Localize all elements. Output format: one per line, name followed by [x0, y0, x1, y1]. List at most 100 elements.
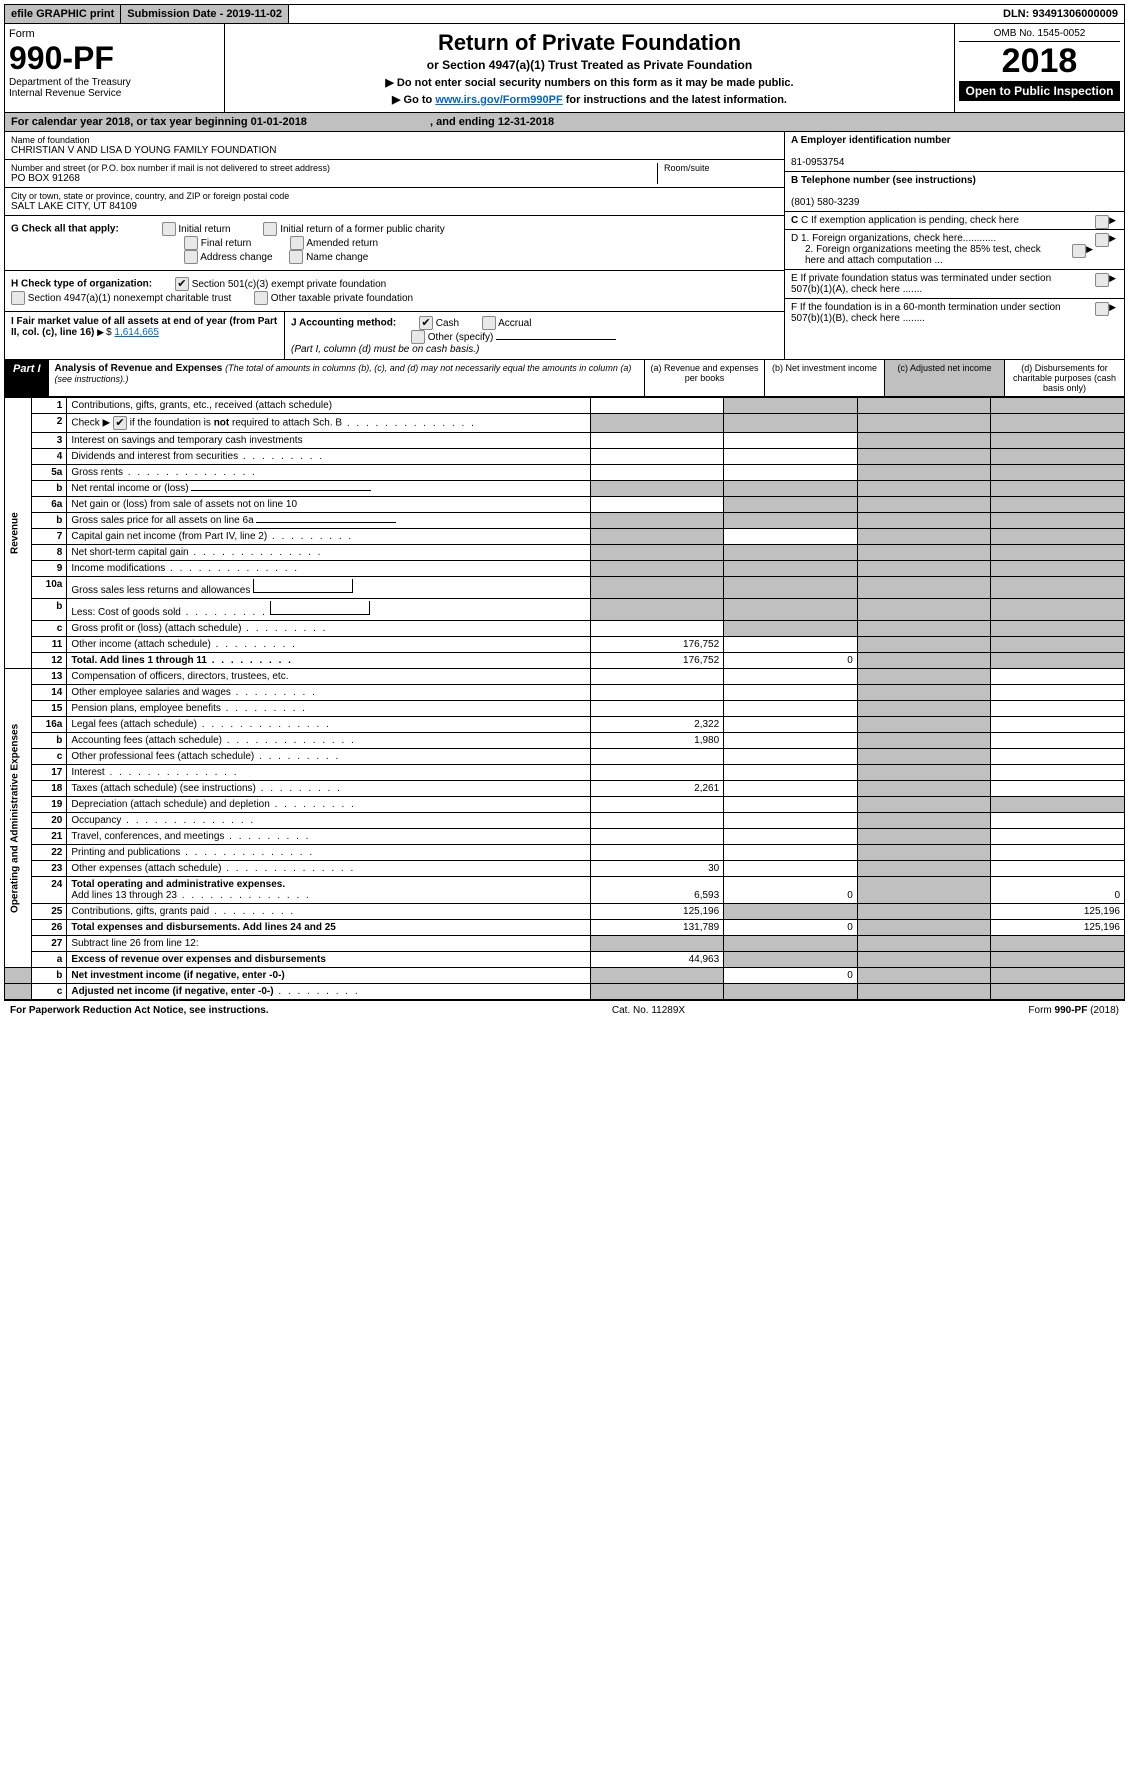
table-row: 7Capital gain net income (from Part IV, … [5, 529, 1125, 545]
analysis-table: Revenue 1Contributions, gifts, grants, e… [4, 397, 1125, 1000]
form-number: 990-PF [9, 40, 220, 77]
entity-info: Name of foundation CHRISTIAN V AND LISA … [4, 132, 1125, 360]
form-990pf-page: efile GRAPHIC print Submission Date - 20… [0, 0, 1129, 1024]
table-row: cOther professional fees (attach schedul… [5, 749, 1125, 765]
initial-former-checkbox[interactable] [263, 222, 277, 236]
foreign-org-checkbox[interactable] [1095, 233, 1109, 247]
cash-checkbox[interactable] [419, 316, 433, 330]
tel-cell: B Telephone number (see instructions) (8… [785, 172, 1124, 212]
exemption-pending-checkbox[interactable] [1095, 215, 1109, 229]
section-f: F If the foundation is in a 60-month ter… [785, 299, 1124, 327]
year-block: OMB No. 1545-0052 2018 Open to Public In… [954, 24, 1124, 112]
table-row: 10aGross sales less returns and allowanc… [5, 577, 1125, 599]
table-row: 18Taxes (attach schedule) (see instructi… [5, 781, 1125, 797]
table-row: 20Occupancy [5, 813, 1125, 829]
table-row: 16aLegal fees (attach schedule)2,322 [5, 717, 1125, 733]
table-row: 2Check ▶ if the foundation is not requir… [5, 414, 1125, 433]
paperwork-notice: For Paperwork Reduction Act Notice, see … [10, 1005, 269, 1016]
catalog-number: Cat. No. 11289X [612, 1005, 685, 1016]
501c3-checkbox[interactable] [175, 277, 189, 291]
table-row: bNet rental income or (loss) [5, 481, 1125, 497]
table-row: Operating and Administrative Expenses 13… [5, 669, 1125, 685]
table-row: cGross profit or (loss) (attach schedule… [5, 621, 1125, 637]
dln: DLN: 93491306000009 [997, 5, 1124, 23]
85pct-test-checkbox[interactable] [1072, 244, 1086, 258]
part1-title-block: Analysis of Revenue and Expenses (The to… [49, 360, 644, 396]
revenue-side-label: Revenue [5, 398, 32, 669]
60month-checkbox[interactable] [1095, 302, 1109, 316]
table-row: bGross sales price for all assets on lin… [5, 513, 1125, 529]
table-row: 22Printing and publications [5, 845, 1125, 861]
ssn-note: ▶ Do not enter social security numbers o… [231, 76, 948, 89]
ein-cell: A Employer identification number 81-0953… [785, 132, 1124, 172]
4947a1-checkbox[interactable] [11, 291, 25, 305]
submission-date: Submission Date - 2019-11-02 [121, 5, 289, 23]
foundation-name-cell: Name of foundation CHRISTIAN V AND LISA … [5, 132, 784, 160]
accrual-checkbox[interactable] [482, 316, 496, 330]
table-row: 4Dividends and interest from securities [5, 449, 1125, 465]
final-return-checkbox[interactable] [184, 236, 198, 250]
amended-return-checkbox[interactable] [290, 236, 304, 250]
irs-label: Internal Revenue Service [9, 88, 220, 99]
table-row: 14Other employee salaries and wages [5, 685, 1125, 701]
address-row: Number and street (or P.O. box number if… [5, 160, 784, 188]
table-row: 5aGross rents [5, 465, 1125, 481]
form-label: Form [9, 28, 220, 40]
other-taxable-checkbox[interactable] [254, 291, 268, 305]
table-row: 9Income modifications [5, 561, 1125, 577]
tax-year: 2018 [959, 42, 1120, 81]
col-c-header: (c) Adjusted net income [884, 360, 1004, 396]
initial-return-checkbox[interactable] [162, 222, 176, 236]
table-row: 12Total. Add lines 1 through 11176,7520 [5, 653, 1125, 669]
table-row: 17Interest [5, 765, 1125, 781]
table-row: 11Other income (attach schedule)176,752 [5, 637, 1125, 653]
part1-header: Part I Analysis of Revenue and Expenses … [4, 360, 1125, 397]
section-i-j: I Fair market value of all assets at end… [5, 312, 784, 359]
table-row: 19Depreciation (attach schedule) and dep… [5, 797, 1125, 813]
table-row: 3Interest on savings and temporary cash … [5, 433, 1125, 449]
form-footer-label: Form 990-PF (2018) [1028, 1005, 1119, 1016]
table-row: 8Net short-term capital gain [5, 545, 1125, 561]
col-a-header: (a) Revenue and expenses per books [644, 360, 764, 396]
table-row: 25Contributions, gifts, grants paid125,1… [5, 904, 1125, 920]
col-b-header: (b) Net investment income [764, 360, 884, 396]
public-inspection: Open to Public Inspection [959, 81, 1120, 101]
table-row: 15Pension plans, employee benefits [5, 701, 1125, 717]
irs-link[interactable]: www.irs.gov/Form990PF [435, 94, 562, 106]
table-row: 6aNet gain or (loss) from sale of assets… [5, 497, 1125, 513]
other-method-checkbox[interactable] [411, 330, 425, 344]
goto-note: ▶ Go to www.irs.gov/Form990PF for instru… [231, 93, 948, 106]
form-subtitle: or Section 4947(a)(1) Trust Treated as P… [231, 58, 948, 72]
table-row: aExcess of revenue over expenses and dis… [5, 952, 1125, 968]
address-change-checkbox[interactable] [184, 250, 198, 264]
name-change-checkbox[interactable] [289, 250, 303, 264]
city-cell: City or town, state or province, country… [5, 188, 784, 216]
expenses-side-label: Operating and Administrative Expenses [5, 669, 32, 968]
form-header: Form 990-PF Department of the Treasury I… [4, 24, 1125, 113]
entity-left: Name of foundation CHRISTIAN V AND LISA … [5, 132, 784, 359]
table-row: Revenue 1Contributions, gifts, grants, e… [5, 398, 1125, 414]
table-row: 21Travel, conferences, and meetings [5, 829, 1125, 845]
omb-number: OMB No. 1545-0052 [959, 28, 1120, 42]
table-row: 24Total operating and administrative exp… [5, 877, 1125, 904]
top-bar: efile GRAPHIC print Submission Date - 20… [4, 4, 1125, 24]
table-row: 26Total expenses and disbursements. Add … [5, 920, 1125, 936]
section-c: C C If exemption application is pending,… [785, 212, 1124, 230]
sch-b-checkbox[interactable] [113, 416, 127, 430]
table-row: 23Other expenses (attach schedule)30 [5, 861, 1125, 877]
section-e: E If private foundation status was termi… [785, 270, 1124, 299]
calendar-year-row: For calendar year 2018, or tax year begi… [4, 113, 1125, 132]
table-row: bNet investment income (if negative, ent… [5, 968, 1125, 984]
form-title: Return of Private Foundation [231, 30, 948, 56]
form-identity: Form 990-PF Department of the Treasury I… [5, 24, 225, 112]
table-row: bLess: Cost of goods sold [5, 599, 1125, 621]
form-title-block: Return of Private Foundation or Section … [225, 24, 954, 112]
section-g: G Check all that apply: Initial return I… [5, 216, 784, 271]
terminated-checkbox[interactable] [1095, 273, 1109, 287]
page-footer: For Paperwork Reduction Act Notice, see … [4, 1000, 1125, 1020]
table-row: cAdjusted net income (if negative, enter… [5, 984, 1125, 1000]
fmv-link[interactable]: 1,614,665 [114, 327, 159, 338]
efile-label: efile GRAPHIC print [5, 5, 121, 23]
section-h: H Check type of organization: Section 50… [5, 271, 784, 312]
dept-label: Department of the Treasury [9, 77, 220, 88]
